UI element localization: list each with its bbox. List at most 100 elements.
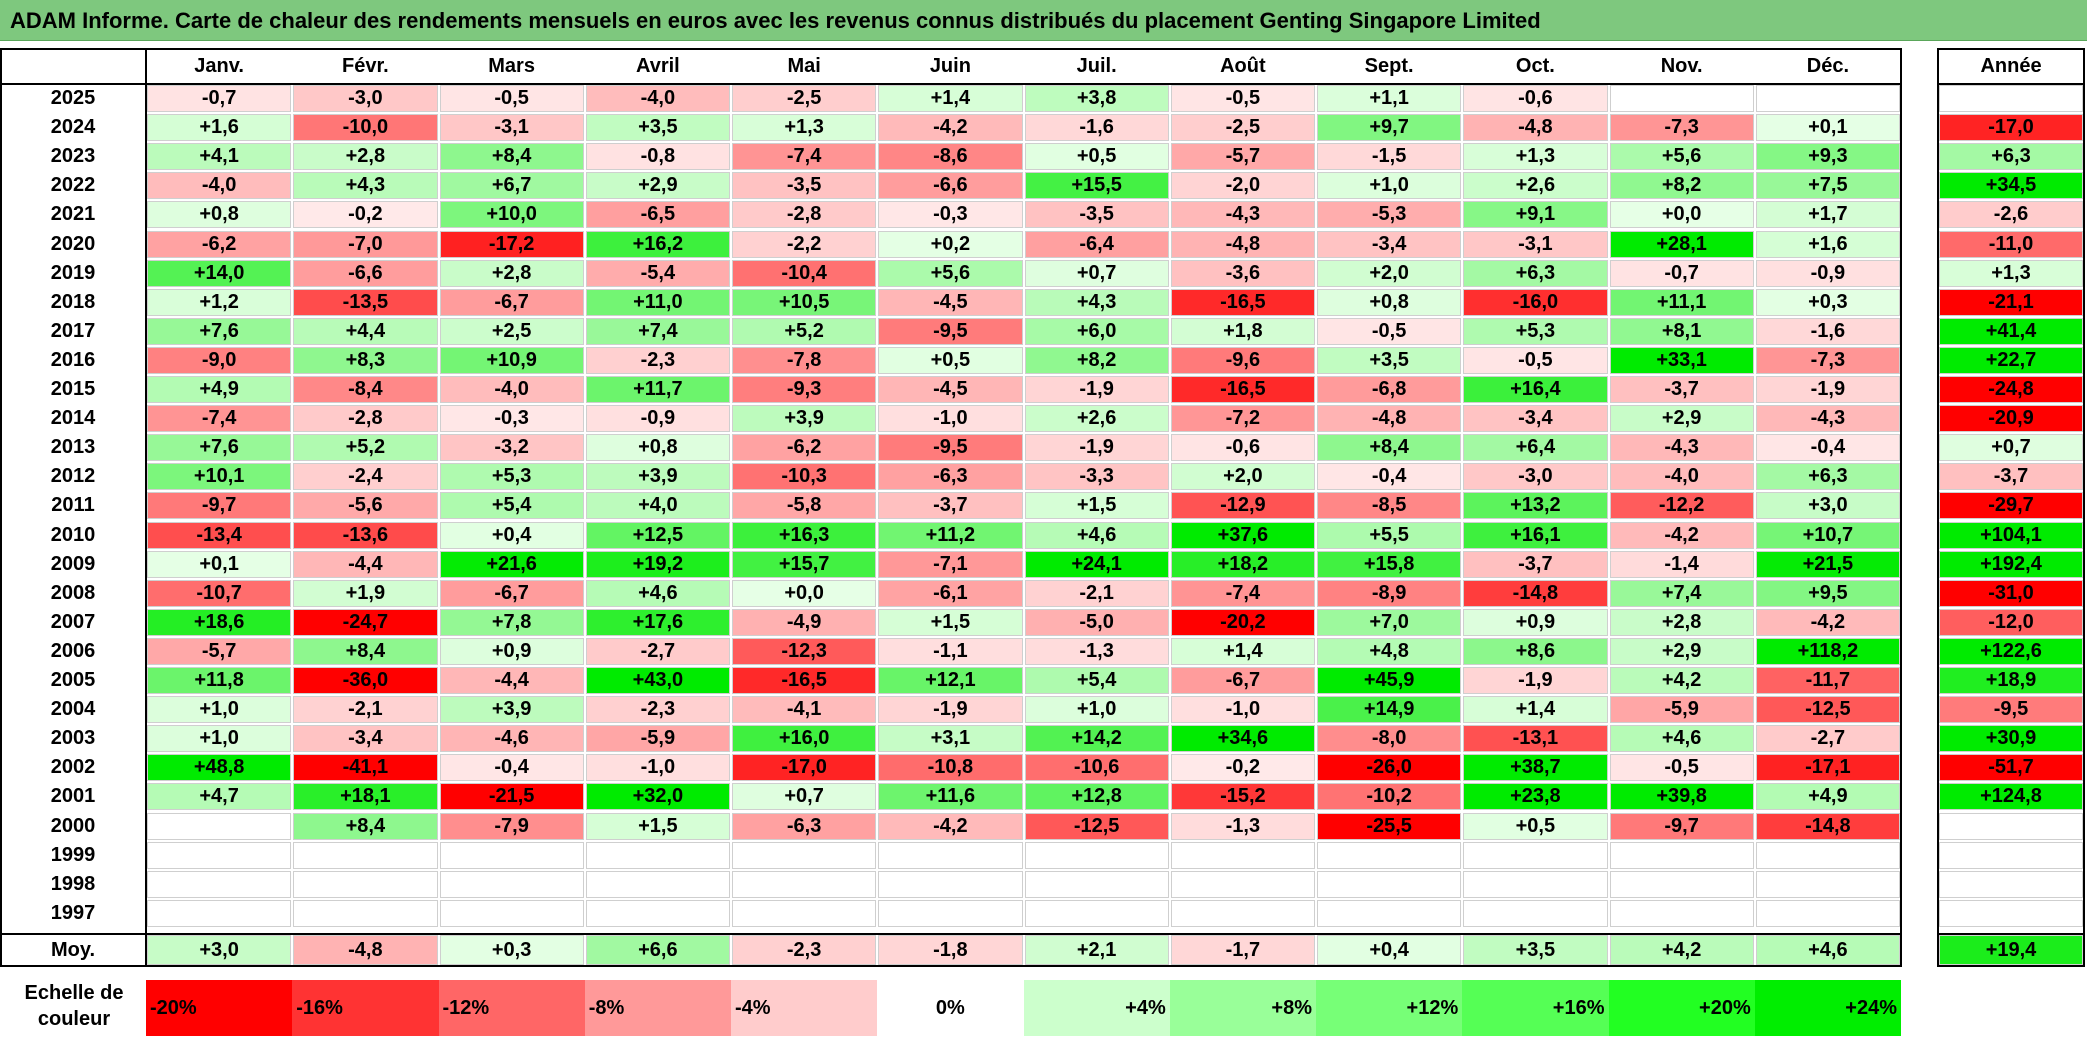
annual-cell: -21,1: [1939, 288, 2083, 316]
heatmap-cell: +7,5: [1755, 172, 1900, 200]
heatmap-cell: -5,0: [1024, 608, 1169, 636]
color-scale-step: -8%: [584, 980, 731, 1036]
year-label: 2008: [50, 581, 96, 604]
heatmap-cell: +10,0: [439, 201, 584, 229]
average-cell: +3,0: [147, 935, 292, 965]
heatmap-cell: [1317, 841, 1462, 869]
year-label: 2018: [50, 290, 96, 313]
heatmap-cell: -3,5: [732, 172, 877, 200]
heatmap-cell: -3,5: [1024, 201, 1169, 229]
heatmap-cell: -4,0: [439, 376, 584, 404]
heatmap-cell: [585, 899, 730, 927]
heatmap-cell: -6,8: [1317, 376, 1462, 404]
heatmap-cell: [439, 899, 584, 927]
annual-cell: +41,4: [1939, 317, 2083, 345]
annual-cell: +192,4: [1939, 550, 2083, 578]
heatmap-cell: -1,9: [1024, 434, 1169, 462]
heatmap-cell: -5,4: [585, 259, 730, 287]
annual-header: Année: [1980, 54, 2042, 77]
heatmap-cell: +8,4: [1317, 434, 1462, 462]
heatmap-cell: [293, 870, 438, 898]
heatmap-cell: -4,5: [878, 288, 1023, 316]
heatmap-cell: -10,8: [878, 754, 1023, 782]
month-header: Févr.: [342, 54, 389, 77]
heatmap-cell: +3,9: [585, 463, 730, 491]
heatmap-cell: -9,5: [878, 434, 1023, 462]
average-cell: +6,6: [585, 935, 730, 965]
heatmap-cell: -2,8: [293, 405, 438, 433]
heatmap-cell: [1024, 899, 1169, 927]
heatmap-cell: +48,8: [147, 754, 292, 782]
heatmap-cell: +0,7: [1024, 259, 1169, 287]
year-label: 2017: [50, 319, 96, 342]
heatmap-cell: +2,9: [585, 172, 730, 200]
average-cell: -2,3: [732, 935, 877, 965]
heatmap-cell: -6,7: [439, 288, 584, 316]
year-label: 2022: [50, 174, 96, 197]
heatmap-cell: -0,6: [1463, 85, 1608, 113]
heatmap-cell: -4,8: [1463, 114, 1608, 142]
heatmap-cell: +28,1: [1609, 230, 1754, 258]
heatmap-cell: +13,2: [1463, 492, 1608, 520]
heatmap-cell: [1170, 899, 1315, 927]
heatmap-cell: -25,5: [1317, 812, 1462, 840]
heatmap-cell: -1,5: [1317, 143, 1462, 171]
heatmap-cell: +8,4: [293, 637, 438, 665]
heatmap-cell: +9,5: [1755, 579, 1900, 607]
heatmap-cell: -17,0: [732, 754, 877, 782]
title-bar: ADAM Informe. Carte de chaleur des rende…: [0, 0, 2087, 41]
annual-cell: [1939, 870, 2083, 898]
heatmap-cell: +15,8: [1317, 550, 1462, 578]
heatmap-cell: +1,5: [878, 608, 1023, 636]
color-scale-step: +16%: [1462, 980, 1609, 1036]
heatmap-cell: [1317, 899, 1462, 927]
heatmap-cell: -0,4: [1317, 463, 1462, 491]
year-label: 2016: [50, 348, 96, 371]
heatmap-cell: +7,4: [1609, 579, 1754, 607]
heatmap-cell: +16,1: [1463, 521, 1608, 549]
heatmap-cell: +11,0: [585, 288, 730, 316]
heatmap-cell: [878, 870, 1023, 898]
color-scale-step: -20%: [146, 980, 293, 1036]
heatmap-cell: [147, 841, 292, 869]
heatmap-cell: +16,4: [1463, 376, 1608, 404]
heatmap-cell: +4,7: [147, 783, 292, 811]
year-label: 2024: [50, 116, 96, 139]
month-header: Mai: [787, 54, 821, 77]
annual-cell: +6,3: [1939, 143, 2083, 171]
heatmap-cell: +5,5: [1317, 521, 1462, 549]
heatmap-cell: +18,1: [293, 783, 438, 811]
heatmap-cell: +32,0: [585, 783, 730, 811]
heatmap-cell: -9,7: [1609, 812, 1754, 840]
year-label: 2021: [50, 203, 96, 226]
heatmap-cell: [439, 870, 584, 898]
heatmap-cell: -7,4: [1170, 579, 1315, 607]
heatmap-cell: -5,6: [293, 492, 438, 520]
annual-cell: +122,6: [1939, 637, 2083, 665]
year-label: 2012: [50, 465, 96, 488]
year-label: 1999: [50, 843, 96, 866]
heatmap-cell: -2,5: [732, 85, 877, 113]
heatmap-cell: +1,4: [1463, 696, 1608, 724]
heatmap-cell: +0,0: [1609, 201, 1754, 229]
average-cell: +3,5: [1463, 935, 1608, 965]
heatmap-cell: [293, 899, 438, 927]
year-label: 2010: [50, 523, 96, 546]
heatmap-cell: -10,3: [732, 463, 877, 491]
heatmap-cell: +2,0: [1317, 259, 1462, 287]
heatmap-cell: -14,8: [1463, 579, 1608, 607]
year-label: 2020: [50, 232, 96, 255]
heatmap-cell: -20,2: [1170, 608, 1315, 636]
color-scale-step: +4%: [1023, 980, 1170, 1036]
heatmap-cell: -10,0: [293, 114, 438, 142]
heatmap-cell: +15,7: [732, 550, 877, 578]
heatmap-cell: -6,2: [732, 434, 877, 462]
heatmap-cell: [147, 870, 292, 898]
heatmap-cell: -10,6: [1024, 754, 1169, 782]
average-cell: -1,8: [878, 935, 1023, 965]
heatmap-cell: +6,3: [1755, 463, 1900, 491]
year-label: 2011: [51, 494, 95, 517]
heatmap-cell: -1,6: [1024, 114, 1169, 142]
heatmap-cell: -4,2: [1755, 608, 1900, 636]
heatmap-cell: [147, 899, 292, 927]
